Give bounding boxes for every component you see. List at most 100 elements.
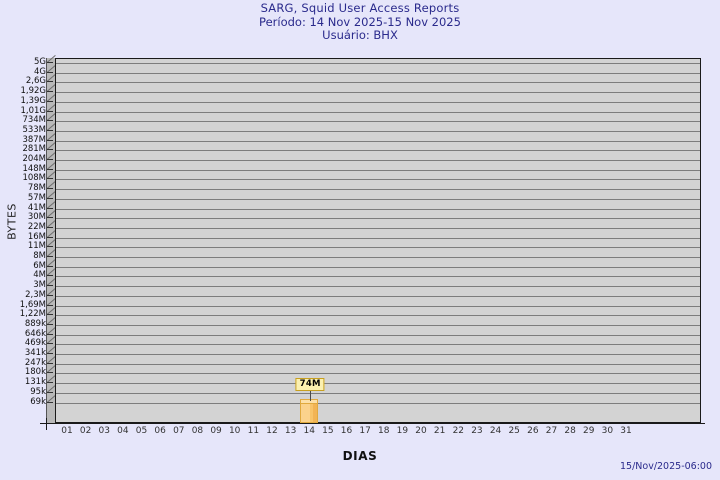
y-tick-mark xyxy=(47,140,53,141)
y-tick-mark xyxy=(47,275,53,276)
x-tick-label: 02 xyxy=(79,426,92,436)
y-tick-mark xyxy=(47,101,53,102)
y-tick-label: 22M xyxy=(27,221,46,232)
y-tick-mark xyxy=(47,81,53,82)
grid-line xyxy=(56,286,700,287)
y-tick-label: 6M xyxy=(33,260,46,271)
y-tick-mark xyxy=(47,295,53,296)
grid-line xyxy=(56,296,700,297)
bar-side-face xyxy=(313,402,318,422)
y-tick-mark xyxy=(47,324,53,325)
x-tick-label: 10 xyxy=(228,426,241,436)
grid-line xyxy=(56,160,700,161)
x-tick-label: 23 xyxy=(471,426,483,436)
grid-line xyxy=(56,403,700,404)
x-tick-label: 15 xyxy=(322,426,334,436)
y-tick-label: 281M xyxy=(22,144,46,155)
y-tick-label: 1,69M xyxy=(19,299,46,310)
grid-line xyxy=(56,393,700,394)
x-tick-label: 03 xyxy=(98,426,110,436)
y-tick-mark xyxy=(47,198,53,199)
grid-line xyxy=(56,373,700,374)
grid-line xyxy=(56,364,700,365)
bar[interactable] xyxy=(300,401,319,423)
bar-label-stem xyxy=(310,390,312,401)
x-tick-label: 22 xyxy=(452,426,465,436)
x-tick-label: 31 xyxy=(620,426,632,436)
y-tick-mark xyxy=(47,217,53,218)
y-tick-label: 78M xyxy=(27,183,46,194)
y-tick-mark xyxy=(47,111,53,112)
x-tick-label: 17 xyxy=(359,426,371,436)
x-tick-label: 25 xyxy=(508,426,520,436)
x-tick-label: 06 xyxy=(154,426,166,436)
grid-line xyxy=(56,209,700,210)
x-tick-label: 19 xyxy=(396,426,409,436)
y-axis-origin-stub xyxy=(46,418,47,430)
y-tick-mark xyxy=(47,120,53,121)
y-tick-label: 57M xyxy=(27,192,46,203)
x-tick-label: 26 xyxy=(527,426,539,436)
y-tick-label: 8M xyxy=(33,251,46,261)
y-tick-mark xyxy=(47,382,53,383)
x-tick-label: 29 xyxy=(582,426,595,436)
grid-line xyxy=(56,315,700,316)
y-tick-mark xyxy=(47,237,53,238)
y-tick-label: 1,92G xyxy=(20,86,46,97)
grid-line xyxy=(56,199,700,200)
y-tick-label: 2,3M xyxy=(25,289,46,300)
grid-line xyxy=(56,170,700,171)
x-tick-label: 16 xyxy=(340,426,353,436)
grid-line xyxy=(56,344,700,345)
y-tick-mark xyxy=(47,178,53,179)
y-tick-label: 108M xyxy=(22,173,46,184)
y-tick-mark xyxy=(47,353,53,354)
y-tick-label: 204M xyxy=(22,154,46,164)
bar-front-face xyxy=(301,402,311,422)
report-user: Usuário: BHX xyxy=(322,28,398,42)
x-tick-label: 21 xyxy=(433,426,446,436)
page-title: SARG, Squid User Access Reports xyxy=(260,1,460,15)
y-tick-mark xyxy=(47,392,53,393)
y-tick-label: 533M xyxy=(22,124,46,135)
bar-top-face xyxy=(300,398,319,404)
y-tick-mark xyxy=(47,372,53,373)
grid-line xyxy=(56,354,700,355)
y-tick-mark xyxy=(47,62,53,63)
y-tick-mark xyxy=(47,91,53,92)
x-tick-label: 09 xyxy=(210,426,222,436)
y-tick-label: 41M xyxy=(27,202,46,213)
x-tick-label: 12 xyxy=(266,426,278,436)
x-tick-label: 14 xyxy=(303,426,315,436)
grid-line xyxy=(56,306,700,307)
x-tick-label: 18 xyxy=(378,426,390,436)
y-tick-label: 469k xyxy=(24,338,46,349)
y-tick-label: 5G xyxy=(34,57,46,67)
y-tick-mark xyxy=(47,363,53,364)
x-tick-label: 20 xyxy=(415,426,427,436)
grid-line xyxy=(56,218,700,219)
y-tick-mark xyxy=(47,402,53,403)
x-axis-line xyxy=(40,423,705,424)
y-tick-mark xyxy=(47,266,53,267)
x-tick-label: 04 xyxy=(117,426,129,436)
y-tick-label: 180k xyxy=(24,367,46,378)
grid-line xyxy=(56,102,700,103)
grid-line xyxy=(56,73,700,74)
grid-line xyxy=(56,267,700,268)
generated-timestamp: 15/Nov/2025-06:00 xyxy=(619,461,712,472)
x-tick-label: 07 xyxy=(173,426,185,436)
y-tick-mark xyxy=(47,72,53,73)
grid-line xyxy=(56,179,700,180)
y-tick-label: 30M xyxy=(27,212,46,223)
y-tick-mark xyxy=(47,256,53,257)
y-tick-mark xyxy=(47,159,53,160)
grid-line xyxy=(56,325,700,326)
bar-value-label: 74M xyxy=(295,377,325,391)
y-tick-label: 16M xyxy=(27,231,46,242)
y-tick-label: 69k xyxy=(30,396,46,407)
y-tick-label: 131k xyxy=(24,377,46,388)
x-tick-label: 30 xyxy=(601,426,614,436)
grid-line xyxy=(56,228,700,229)
